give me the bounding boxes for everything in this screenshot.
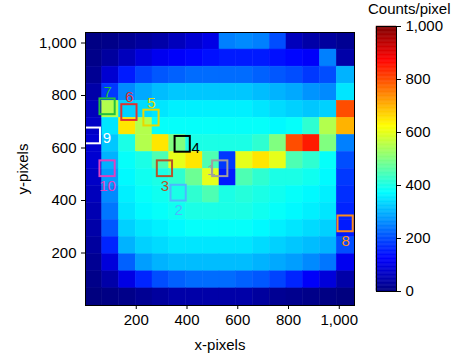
svg-text:200: 200 <box>51 244 76 261</box>
svg-text:10: 10 <box>99 177 116 194</box>
svg-text:2: 2 <box>174 201 182 218</box>
svg-text:1,000: 1,000 <box>39 34 77 51</box>
svg-text:4: 4 <box>192 139 200 156</box>
svg-text:7: 7 <box>103 83 111 100</box>
svg-text:6: 6 <box>125 88 133 105</box>
svg-text:400: 400 <box>406 176 431 193</box>
html-text:Counts/pixel: Counts/pixel <box>368 0 451 17</box>
svg-text:8: 8 <box>341 232 349 249</box>
svg-text:400: 400 <box>174 311 199 328</box>
svg-text:200: 200 <box>406 229 431 246</box>
svg-text:600: 600 <box>225 311 250 328</box>
svg-text:800: 800 <box>406 70 431 87</box>
svg-text:3: 3 <box>161 177 169 194</box>
svg-text:600: 600 <box>51 139 76 156</box>
svg-text:y-pixels: y-pixels <box>14 144 31 195</box>
svg-text:800: 800 <box>51 86 76 103</box>
svg-text:1: 1 <box>207 161 215 178</box>
svg-text:1,000: 1,000 <box>406 17 444 34</box>
svg-text:9: 9 <box>103 129 111 146</box>
svg-text:5: 5 <box>147 94 155 111</box>
svg-text:600: 600 <box>406 123 431 140</box>
svg-text:0: 0 <box>406 282 414 299</box>
svg-text:800: 800 <box>276 311 301 328</box>
svg-text:x-pixels: x-pixels <box>195 336 246 353</box>
svg-text:400: 400 <box>51 191 76 208</box>
svg-text:200: 200 <box>124 311 149 328</box>
svg-text:1,000: 1,000 <box>321 311 359 328</box>
